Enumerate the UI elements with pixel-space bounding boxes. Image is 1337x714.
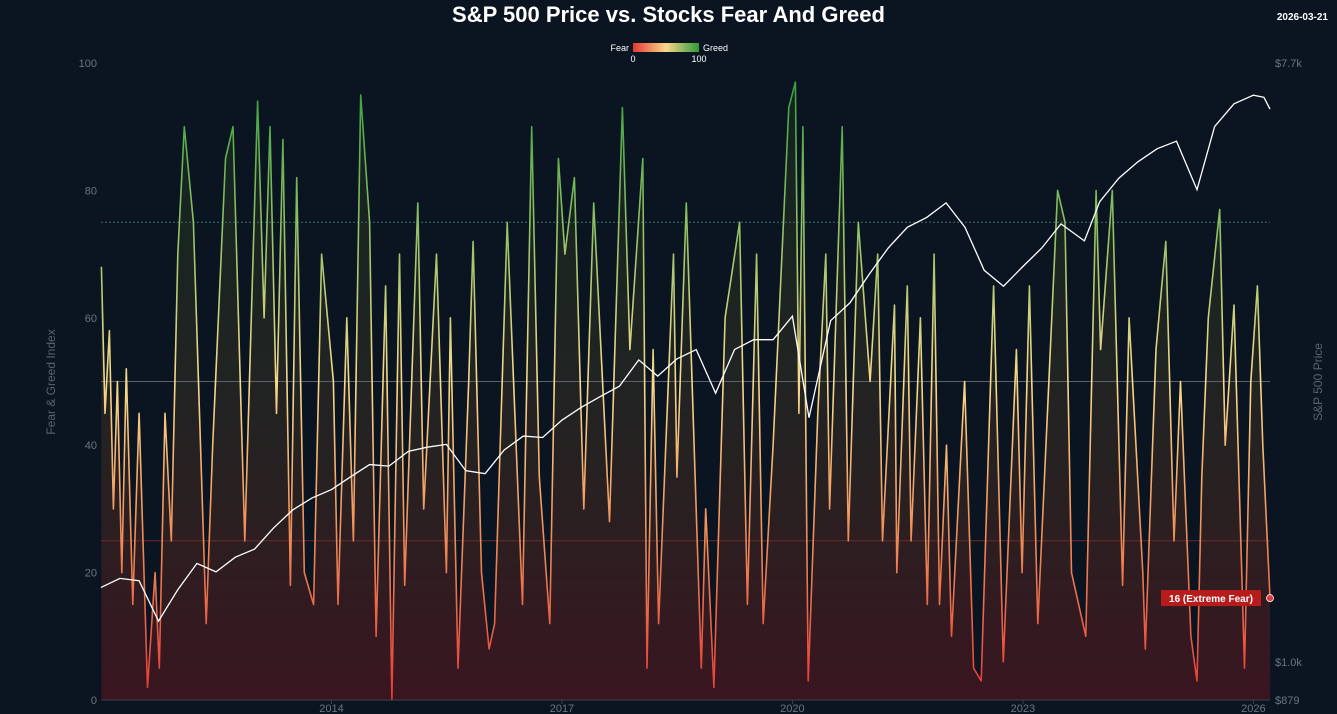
y-right-tick-label: $7.7k — [1275, 58, 1302, 70]
x-tick-label: 2020 — [780, 703, 804, 714]
y-left-tick-label: 0 — [91, 695, 97, 707]
date-label: 2026-03-21 — [1276, 12, 1328, 23]
legend-max-label: 100 — [691, 54, 706, 64]
y-right-tick-label: $1.0k — [1275, 657, 1302, 669]
y-right-axis-title: S&P 500 Price — [1311, 343, 1325, 421]
y-left-tick-label: 80 — [85, 185, 97, 197]
sp500-price-line — [100, 94, 1271, 623]
y-left-tick-label: 100 — [79, 58, 97, 70]
end-annotation-label: 16 (Extreme Fear) — [1169, 594, 1253, 605]
legend-min-label: 0 — [630, 54, 635, 64]
plot-lines — [100, 81, 1271, 701]
y-left-tick-label: 20 — [85, 568, 97, 580]
fear-greed-area — [101, 82, 1270, 701]
chart-title: S&P 500 Price vs. Stocks Fear And Greed — [452, 2, 885, 27]
y-left-tick-label: 60 — [85, 313, 97, 325]
x-tick-label: 2017 — [550, 703, 574, 714]
end-annotation-box — [1161, 590, 1261, 607]
x-tick-label: 2023 — [1011, 703, 1035, 714]
y-right-tick-label: $879 — [1275, 695, 1299, 707]
x-tick-label: 2026 — [1241, 703, 1265, 714]
y-left-tick-label: 40 — [85, 440, 97, 452]
legend: Fear Greed 0 100 — [610, 43, 728, 64]
x-tick-label: 2014 — [319, 703, 343, 714]
y-left-axis-title: Fear & Greed Index — [44, 329, 58, 434]
legend-fear-label: Fear — [610, 43, 629, 53]
end-annotation: 16 (Extreme Fear) — [1161, 590, 1274, 607]
legend-gradient-bar — [633, 43, 699, 52]
legend-greed-label: Greed — [703, 43, 728, 53]
axes: Fear & Greed Index S&P 500 Price 0 20 40 60… — [44, 58, 1325, 714]
fear-greed-area-fill — [101, 82, 1270, 701]
fear-greed-line — [100, 81, 1271, 701]
end-point-marker — [1266, 594, 1274, 602]
